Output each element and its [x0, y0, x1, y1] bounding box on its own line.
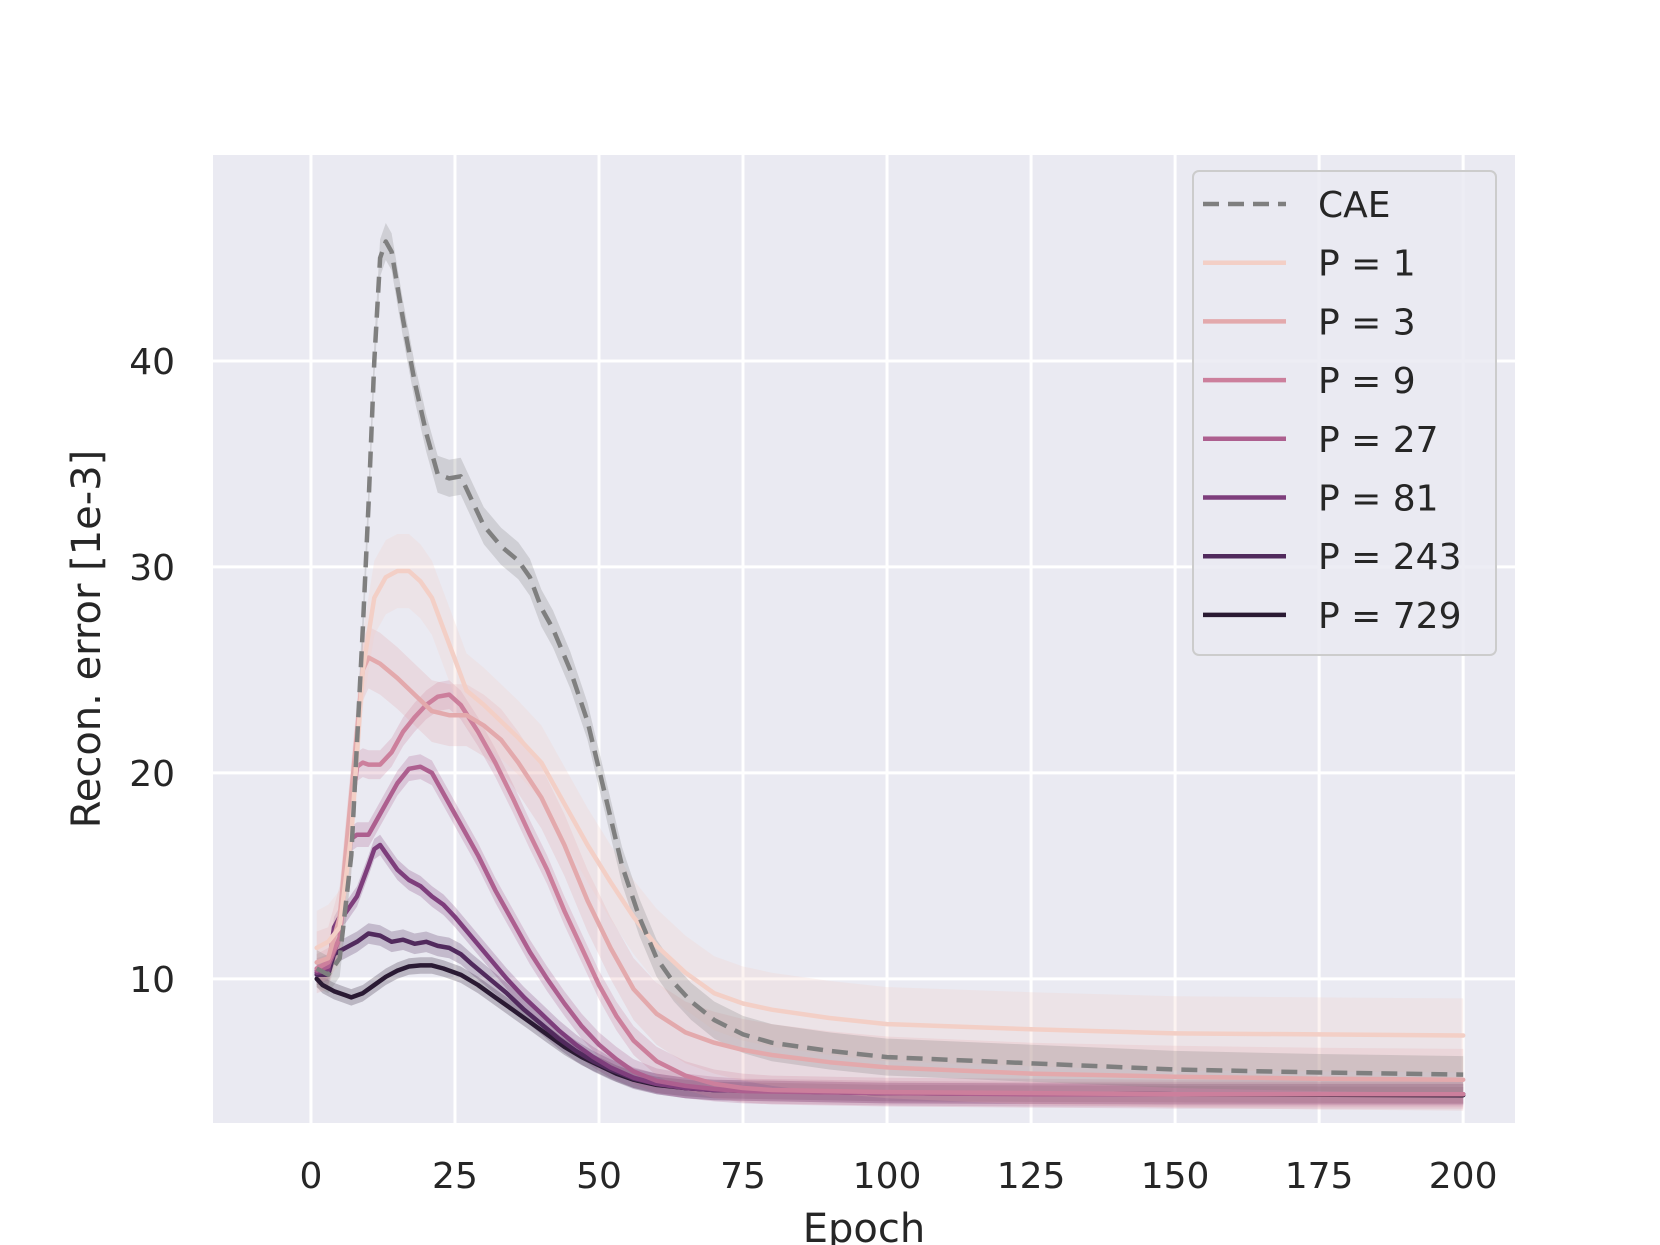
- series-line-p-1: [314, 568, 1466, 1038]
- legend-box: [1192, 170, 1497, 656]
- legend-label: P = 3: [1318, 302, 1416, 343]
- y-tick-label: 10: [129, 960, 175, 1001]
- band-p-3: [316, 626, 1464, 1111]
- series-line-cae: [315, 239, 1464, 1077]
- legend: CAE P = 1 P = 3 P = 9 P = 27 P = 81 P = 243 P =…: [1192, 170, 1497, 656]
- y-tick-label: 40: [129, 342, 175, 383]
- band-p-9: [316, 680, 1464, 1109]
- y-tick-label: 20: [129, 754, 175, 795]
- x-tick-label: 0: [299, 1156, 322, 1197]
- x-tick-label: 125: [997, 1156, 1066, 1197]
- legend-label: P = 81: [1318, 479, 1439, 520]
- tick-labels: 0 25 50 75 100 125 150 175 200 10 20 30 40: [129, 342, 1497, 1197]
- x-tick-label: 175: [1285, 1156, 1354, 1197]
- series-line-p-27: [314, 764, 1466, 1097]
- x-tick-label: 50: [576, 1156, 622, 1197]
- legend-label: P = 27: [1318, 420, 1439, 461]
- legend-label: CAE: [1318, 185, 1391, 226]
- legend-label: P = 1: [1318, 244, 1416, 285]
- band-p-243: [316, 923, 1464, 1105]
- legend-label: P = 729: [1318, 596, 1461, 637]
- series-lines: [314, 239, 1466, 1098]
- x-tick-label: 200: [1429, 1156, 1498, 1197]
- y-tick-label: 30: [129, 548, 175, 589]
- series-line-p-9: [314, 692, 1466, 1097]
- x-tick-label: 75: [720, 1156, 766, 1197]
- legend-label: P = 243: [1318, 537, 1461, 578]
- x-tick-label: 150: [1141, 1156, 1210, 1197]
- x-tick-label: 25: [432, 1156, 478, 1197]
- x-tick-label: 100: [853, 1156, 922, 1197]
- series-line-p-81: [314, 842, 1466, 1097]
- y-axis-title: Recon. error [1e-3]: [64, 450, 110, 829]
- series-line-p-3: [314, 655, 1466, 1082]
- legend-label: P = 9: [1318, 361, 1416, 402]
- x-axis-title: Epoch: [803, 1206, 925, 1245]
